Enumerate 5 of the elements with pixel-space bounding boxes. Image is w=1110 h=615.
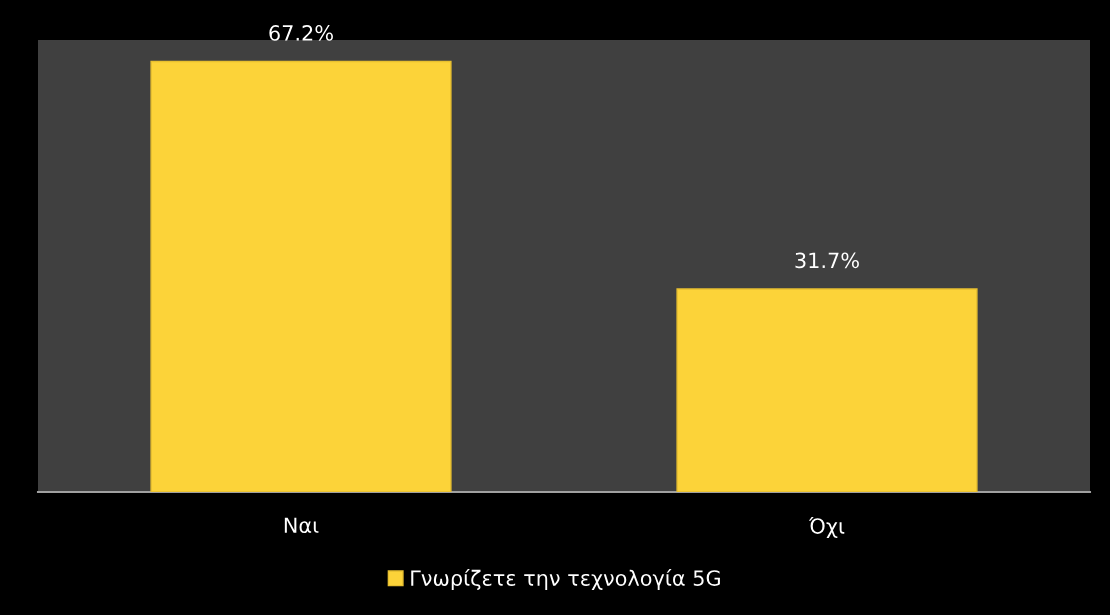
data-label: 67.2% bbox=[269, 25, 333, 41]
data-label: 31.7% bbox=[795, 252, 859, 269]
legend-label: Γνωρίζετε την τεχνολογία 5G bbox=[411, 568, 720, 590]
x-tick-label: Όχι bbox=[808, 517, 845, 539]
x-tick-label: Ναι bbox=[284, 517, 319, 534]
